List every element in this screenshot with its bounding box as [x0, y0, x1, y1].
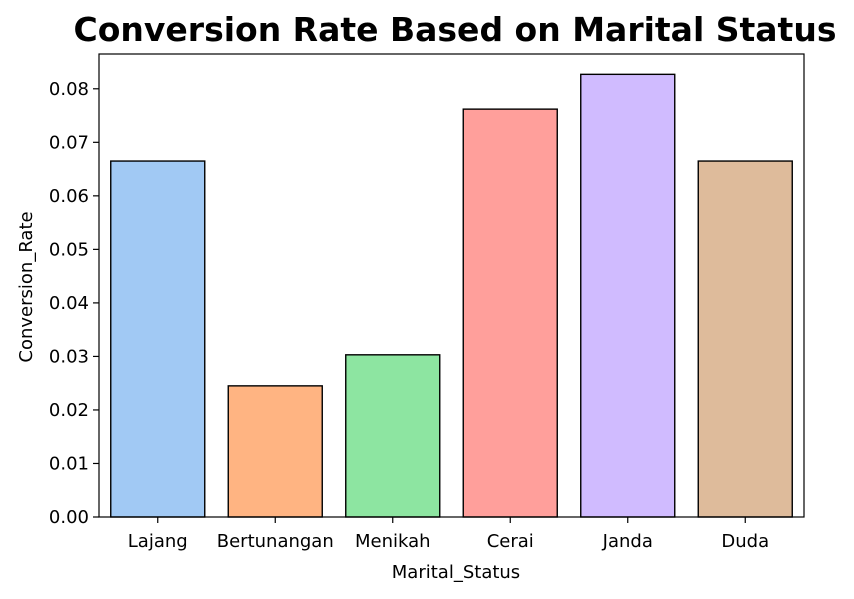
y-tick-label: 0.05	[49, 239, 89, 260]
bar-cerai	[462, 108, 558, 518]
x-tick-label: Janda	[602, 531, 653, 552]
chart-title: Conversion Rate Based on Marital Status	[74, 10, 837, 49]
y-tick-label: 0.03	[49, 346, 89, 367]
bar-lajang	[110, 160, 206, 518]
bar-duda	[697, 160, 793, 518]
y-tick-label: 0.07	[49, 132, 89, 153]
y-axis-label: Conversion_Rate	[16, 211, 37, 362]
plot-area: Lajang Bertunangan Menikah Cerai Janda Duda 0.…	[49, 53, 805, 552]
bar-bertunangan	[227, 385, 323, 518]
bar-janda	[580, 73, 676, 518]
y-tick-label: 0.02	[49, 400, 89, 421]
x-tick-label: Cerai	[487, 531, 534, 552]
y-tick-label: 0.04	[49, 293, 89, 314]
x-tick-label: Duda	[721, 531, 769, 552]
x-axis-label: Marital_Status	[392, 562, 520, 583]
y-tick-label: 0.00	[49, 507, 89, 528]
x-tick-label: Menikah	[355, 531, 431, 552]
y-tick-label: 0.08	[49, 79, 89, 100]
y-tick-label: 0.01	[49, 453, 89, 474]
plot-frame	[98, 53, 805, 518]
x-tick-label: Bertunangan	[217, 531, 334, 552]
bar-menikah	[345, 354, 441, 518]
x-tick-label: Lajang	[128, 531, 188, 552]
y-tick-label: 0.06	[49, 186, 89, 207]
